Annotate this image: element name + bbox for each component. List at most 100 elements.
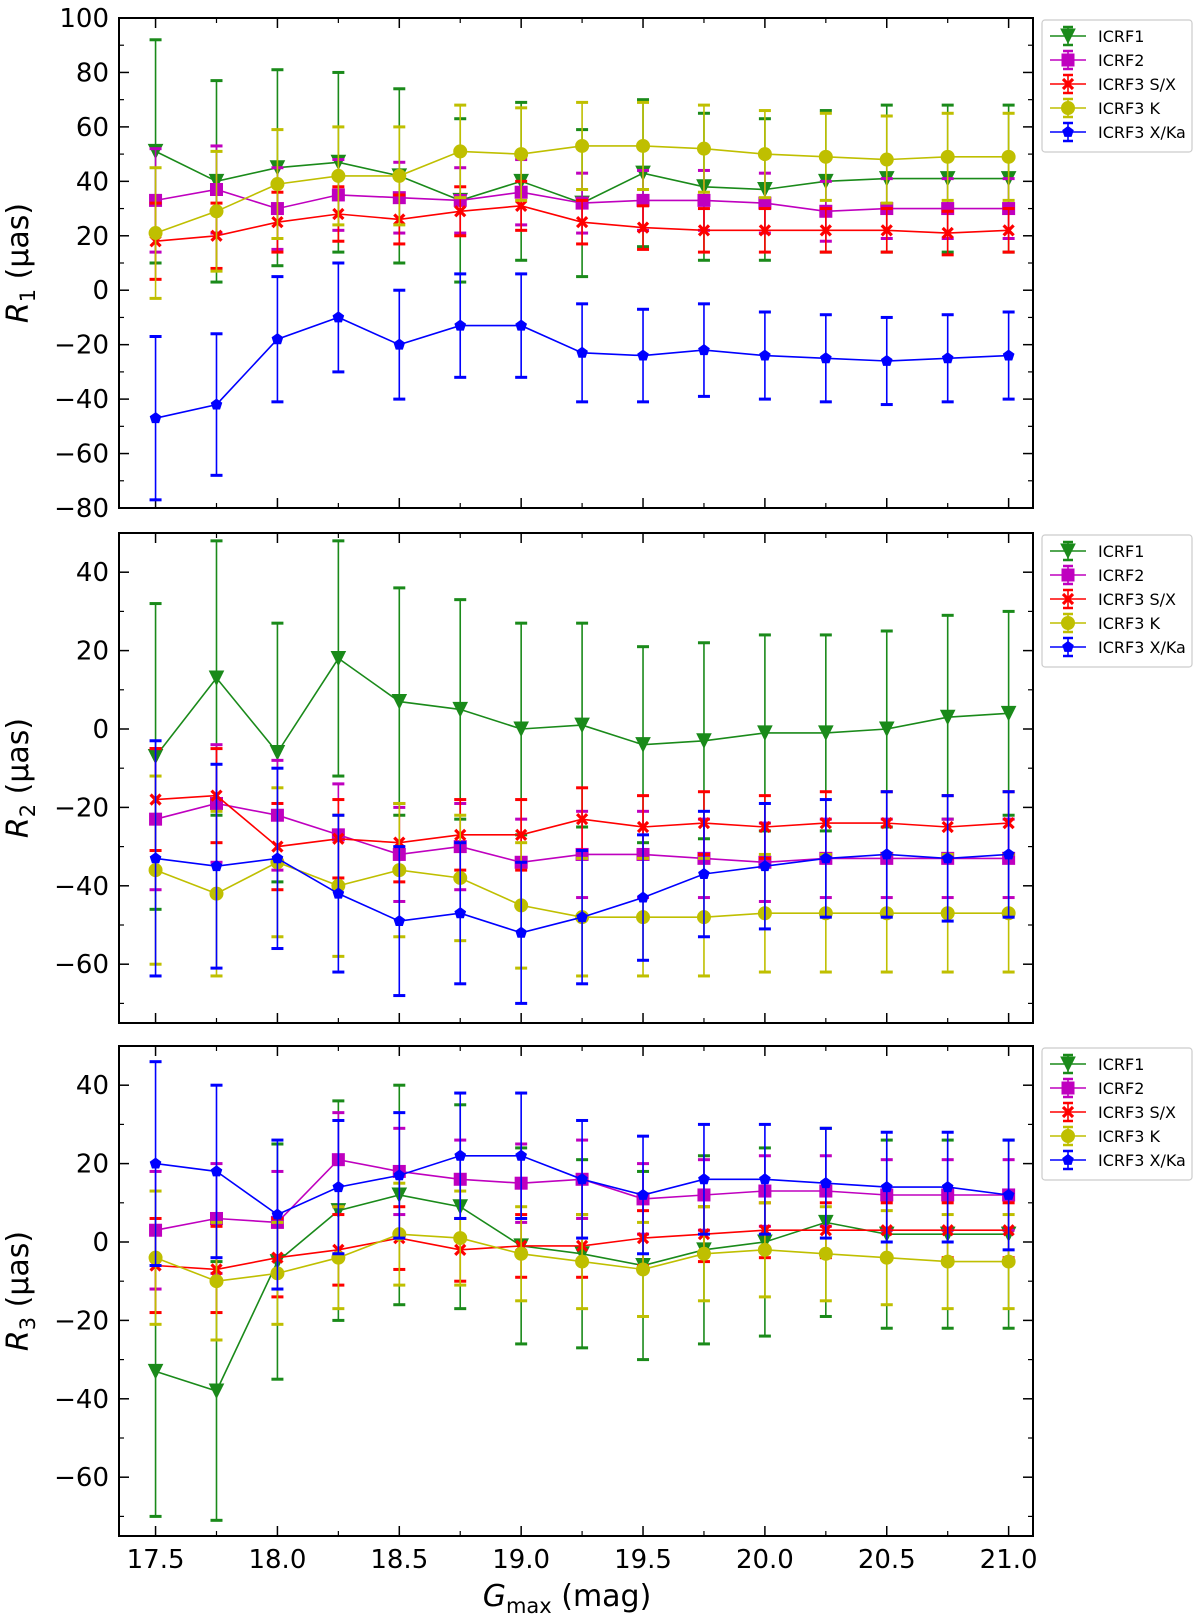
data-point — [818, 725, 834, 742]
legend-marker — [1061, 616, 1075, 630]
data-point — [757, 725, 773, 742]
panel-r2: −60 −40 −20 0 20 40 R2 (µas) ICRF1 ICRF2 ICRF3 S/… — [1, 532, 1193, 1024]
data-point — [210, 860, 223, 872]
y-axis-label-unit: (µas) — [1, 718, 36, 804]
y-tick-label: −60 — [54, 950, 109, 980]
data-point — [453, 1231, 468, 1246]
data-point — [271, 852, 284, 864]
data-point — [269, 745, 286, 761]
data-point — [819, 224, 832, 237]
data-point — [393, 1169, 406, 1181]
legend-label: ICRF1 — [1098, 542, 1144, 561]
y-tick-label: −60 — [54, 1463, 109, 1493]
legend-marker — [1061, 1081, 1075, 1095]
data-point — [576, 1173, 588, 1185]
y-axis-label-main: R — [1, 1330, 36, 1351]
y-axis-label: R1 (µas) — [1, 203, 40, 323]
data-point — [940, 1254, 955, 1269]
legend-label: ICRF3 S/X — [1098, 590, 1176, 609]
y-axis-label-unit: (µas) — [1, 1231, 36, 1317]
data-point — [637, 891, 649, 903]
data-point — [1001, 1254, 1016, 1269]
data-point — [454, 1149, 467, 1161]
data-point — [759, 349, 771, 361]
data-point — [698, 1173, 710, 1185]
data-point-b — [454, 205, 467, 218]
x-axis-label-sub: max — [506, 1594, 552, 1616]
legend-label: ICRF3 X/Ka — [1098, 638, 1186, 657]
y-axis-label-main: R — [1, 302, 36, 323]
data-point-b — [758, 224, 772, 237]
data-point — [941, 226, 954, 240]
data-point — [209, 204, 224, 219]
x-tick-label: 19.0 — [492, 1545, 550, 1575]
data-point — [149, 412, 162, 424]
data-point — [759, 1173, 771, 1185]
data-point — [392, 168, 407, 183]
data-point — [574, 717, 590, 734]
legend-marker — [1061, 1105, 1075, 1119]
data-point — [1002, 1188, 1015, 1200]
data-point — [576, 911, 588, 923]
y-tick-label: 20 — [76, 1150, 109, 1180]
legend-label: ICRF3 S/X — [1098, 75, 1176, 94]
legend-marker — [1061, 568, 1075, 582]
axes-frame — [118, 17, 1034, 509]
data-point — [208, 1383, 225, 1400]
y-axis-label-sub: 3 — [16, 1317, 40, 1330]
data-point — [696, 141, 711, 156]
data-point — [331, 168, 346, 183]
data-point — [575, 813, 589, 826]
y-axis-label: R2 (µas) — [1, 718, 40, 838]
data-point-b — [515, 828, 528, 841]
legend-label: ICRF3 X/Ka — [1098, 123, 1186, 142]
legend-marker — [1062, 125, 1074, 137]
data-point — [698, 867, 710, 879]
data-point — [332, 311, 345, 323]
data-point — [635, 737, 651, 753]
data-point — [636, 820, 650, 834]
data-point — [697, 193, 711, 207]
legend-label: ICRF3 S/X — [1098, 1103, 1176, 1122]
y-tick-label: 100 — [59, 4, 109, 34]
y-tick-label: −20 — [54, 793, 109, 823]
legend-marker — [1061, 592, 1075, 606]
legend-entry: ICRF1 — [1050, 540, 1144, 562]
x-tick-label: 18.0 — [248, 1545, 306, 1575]
data-point — [271, 333, 284, 345]
legend-entry: ICRF1 — [1050, 1053, 1144, 1075]
data-point — [878, 721, 895, 738]
plot-area — [147, 38, 1017, 502]
data-point — [637, 349, 649, 361]
x-axis-label-unit: (mag) — [552, 1579, 652, 1614]
legend-marker-b — [1061, 592, 1075, 606]
data-point — [1002, 349, 1015, 361]
y-tick-label: −40 — [54, 1385, 109, 1415]
series-icrf3-k — [148, 100, 1016, 300]
legend-box — [1041, 1047, 1193, 1181]
legend-label: ICRF1 — [1098, 27, 1144, 46]
data-point — [820, 1177, 832, 1189]
data-point — [637, 1188, 649, 1200]
data-point — [210, 398, 223, 410]
legend-marker — [1061, 101, 1075, 115]
legend-label: ICRF2 — [1098, 1079, 1144, 1098]
data-point — [148, 226, 163, 241]
legend-label: ICRF1 — [1098, 1055, 1144, 1074]
data-point — [757, 1242, 772, 1257]
legend-entry: ICRF2 — [1050, 564, 1144, 586]
y-axis-label-sub: 2 — [16, 804, 40, 817]
data-point — [879, 152, 894, 167]
y-tick-label: 20 — [76, 222, 109, 252]
data-point — [515, 319, 527, 331]
x-tick-label: 19.5 — [614, 1545, 672, 1575]
data-point — [818, 149, 833, 164]
y-tick-label: −40 — [54, 385, 109, 415]
legend-marker — [1061, 53, 1075, 67]
data-point — [454, 907, 467, 919]
y-tick-label: 60 — [76, 113, 109, 143]
data-point — [636, 138, 651, 153]
data-point — [880, 224, 893, 237]
data-point — [820, 852, 832, 864]
